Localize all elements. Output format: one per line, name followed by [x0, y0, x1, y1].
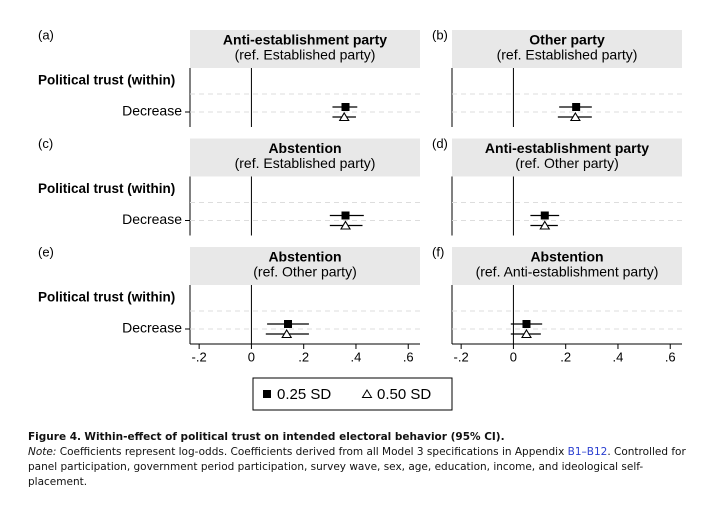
y-axis-label: Political trust (within)	[38, 290, 175, 305]
x-tick-label: .6	[665, 349, 676, 364]
note-text: . Controlled for panel participation, go…	[28, 446, 686, 488]
x-tick-label: .4	[351, 349, 362, 364]
appendix-link[interactable]: B1–B12	[567, 446, 608, 458]
point-estimate	[281, 328, 293, 339]
caption: Figure 4. Within-effect of political tru…	[28, 430, 688, 490]
x-tick-label: .6	[403, 349, 414, 364]
point-estimate	[341, 103, 350, 111]
category-label: Decrease	[122, 320, 182, 336]
point-estimate	[338, 111, 350, 122]
x-tick-label: 0	[510, 349, 517, 364]
note-label: Note:	[28, 446, 57, 458]
panel-header	[190, 138, 420, 177]
point-estimate	[522, 320, 531, 328]
point-estimate	[340, 220, 351, 230]
caption-title: Within-effect of political trust on inte…	[84, 431, 505, 443]
x-tick-label: 0	[248, 349, 255, 364]
x-tick-label: .4	[613, 349, 624, 364]
panel-header	[452, 138, 682, 177]
panel-header	[190, 30, 420, 68]
panel-title: Anti-establishment party	[223, 32, 387, 48]
panel-header	[452, 30, 682, 68]
legend-box	[252, 377, 453, 411]
panel-title: Anti-establishment party	[485, 140, 649, 156]
panel-subtitle: (ref. Established party)	[497, 47, 638, 63]
x-tick-label: .2	[560, 349, 571, 364]
panel-subtitle: (ref. Established party)	[235, 155, 376, 171]
panel-subtitle: (ref. Established party)	[235, 47, 376, 63]
point-estimate	[539, 220, 551, 230]
category-label: Decrease	[122, 211, 182, 227]
panel-label: (c)	[38, 136, 53, 151]
y-axis-label: Political trust (within)	[38, 181, 175, 196]
panel-subtitle: (ref. Other party)	[515, 155, 618, 171]
panel-title: Abstention	[268, 140, 341, 156]
legend-label: 0.25 SD	[277, 386, 331, 403]
panel-subtitle: (ref. Anti-establishment party)	[476, 264, 659, 280]
panel-label: (f)	[432, 244, 444, 259]
point-estimate	[569, 111, 581, 122]
x-tick-label: .2	[298, 349, 309, 364]
point-estimate	[572, 103, 581, 111]
panel-label: (b)	[432, 27, 448, 42]
panel-title: Abstention	[530, 249, 603, 265]
legend-marker	[263, 390, 271, 398]
y-axis-label: Political trust (within)	[38, 73, 175, 88]
x-tick-label: -.2	[192, 349, 207, 364]
panel-label: (d)	[432, 136, 448, 151]
category-label: Decrease	[122, 103, 182, 119]
panel-title: Abstention	[268, 249, 341, 265]
figure: (a) Anti-establishment party(ref. Establi…	[38, 27, 682, 411]
note-text: Coefficients represent log-odds. Coeffic…	[59, 446, 568, 458]
panel-header	[452, 247, 682, 285]
panel-header	[190, 247, 420, 285]
point-estimate	[341, 211, 350, 220]
panel-label: (e)	[38, 244, 54, 259]
panel-subtitle: (ref. Other party)	[253, 264, 356, 280]
panel-label: (a)	[38, 27, 54, 42]
legend-label: 0.50 SD	[377, 386, 431, 403]
point-estimate	[521, 328, 532, 339]
point-estimate	[540, 211, 549, 220]
point-estimate	[284, 320, 293, 328]
panel-title: Other party	[529, 32, 605, 48]
caption-label: Figure 4.	[28, 431, 82, 443]
legend-marker	[361, 389, 373, 398]
x-tick-label: -.2	[454, 349, 469, 364]
